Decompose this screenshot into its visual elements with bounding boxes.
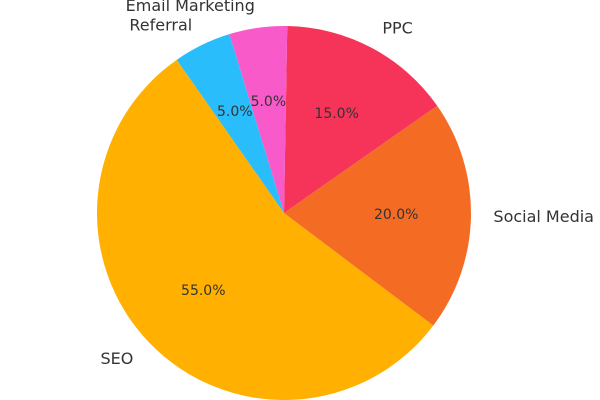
category-label-ppc: PPC	[382, 19, 412, 38]
slices-layer	[96, 26, 471, 400]
pct-label-social-media: 20.0%	[374, 207, 418, 223]
labels-layer: 55.0% SEO 20.0% Social Media 15.0% PPC 5.0% Ema…	[100, 0, 594, 368]
pct-label-ppc: 15.0%	[314, 106, 358, 122]
category-label-email-marketing: Email Marketing	[126, 0, 255, 15]
pct-label-referral: 5.0%	[217, 104, 253, 120]
pie-slice-seo	[96, 59, 434, 400]
category-label-referral: Referral	[129, 15, 192, 34]
category-label-social-media: Social Media	[493, 207, 594, 226]
pie-slice-ppc	[284, 26, 438, 214]
pct-label-email-marketing: 5.0%	[251, 94, 287, 110]
pie-slice-email-marketing	[229, 26, 288, 214]
pie-slice-social-media	[284, 105, 471, 326]
pie-slice-referral	[176, 34, 284, 213]
category-label-seo: SEO	[100, 349, 133, 368]
pct-label-seo: 55.0%	[181, 283, 225, 299]
